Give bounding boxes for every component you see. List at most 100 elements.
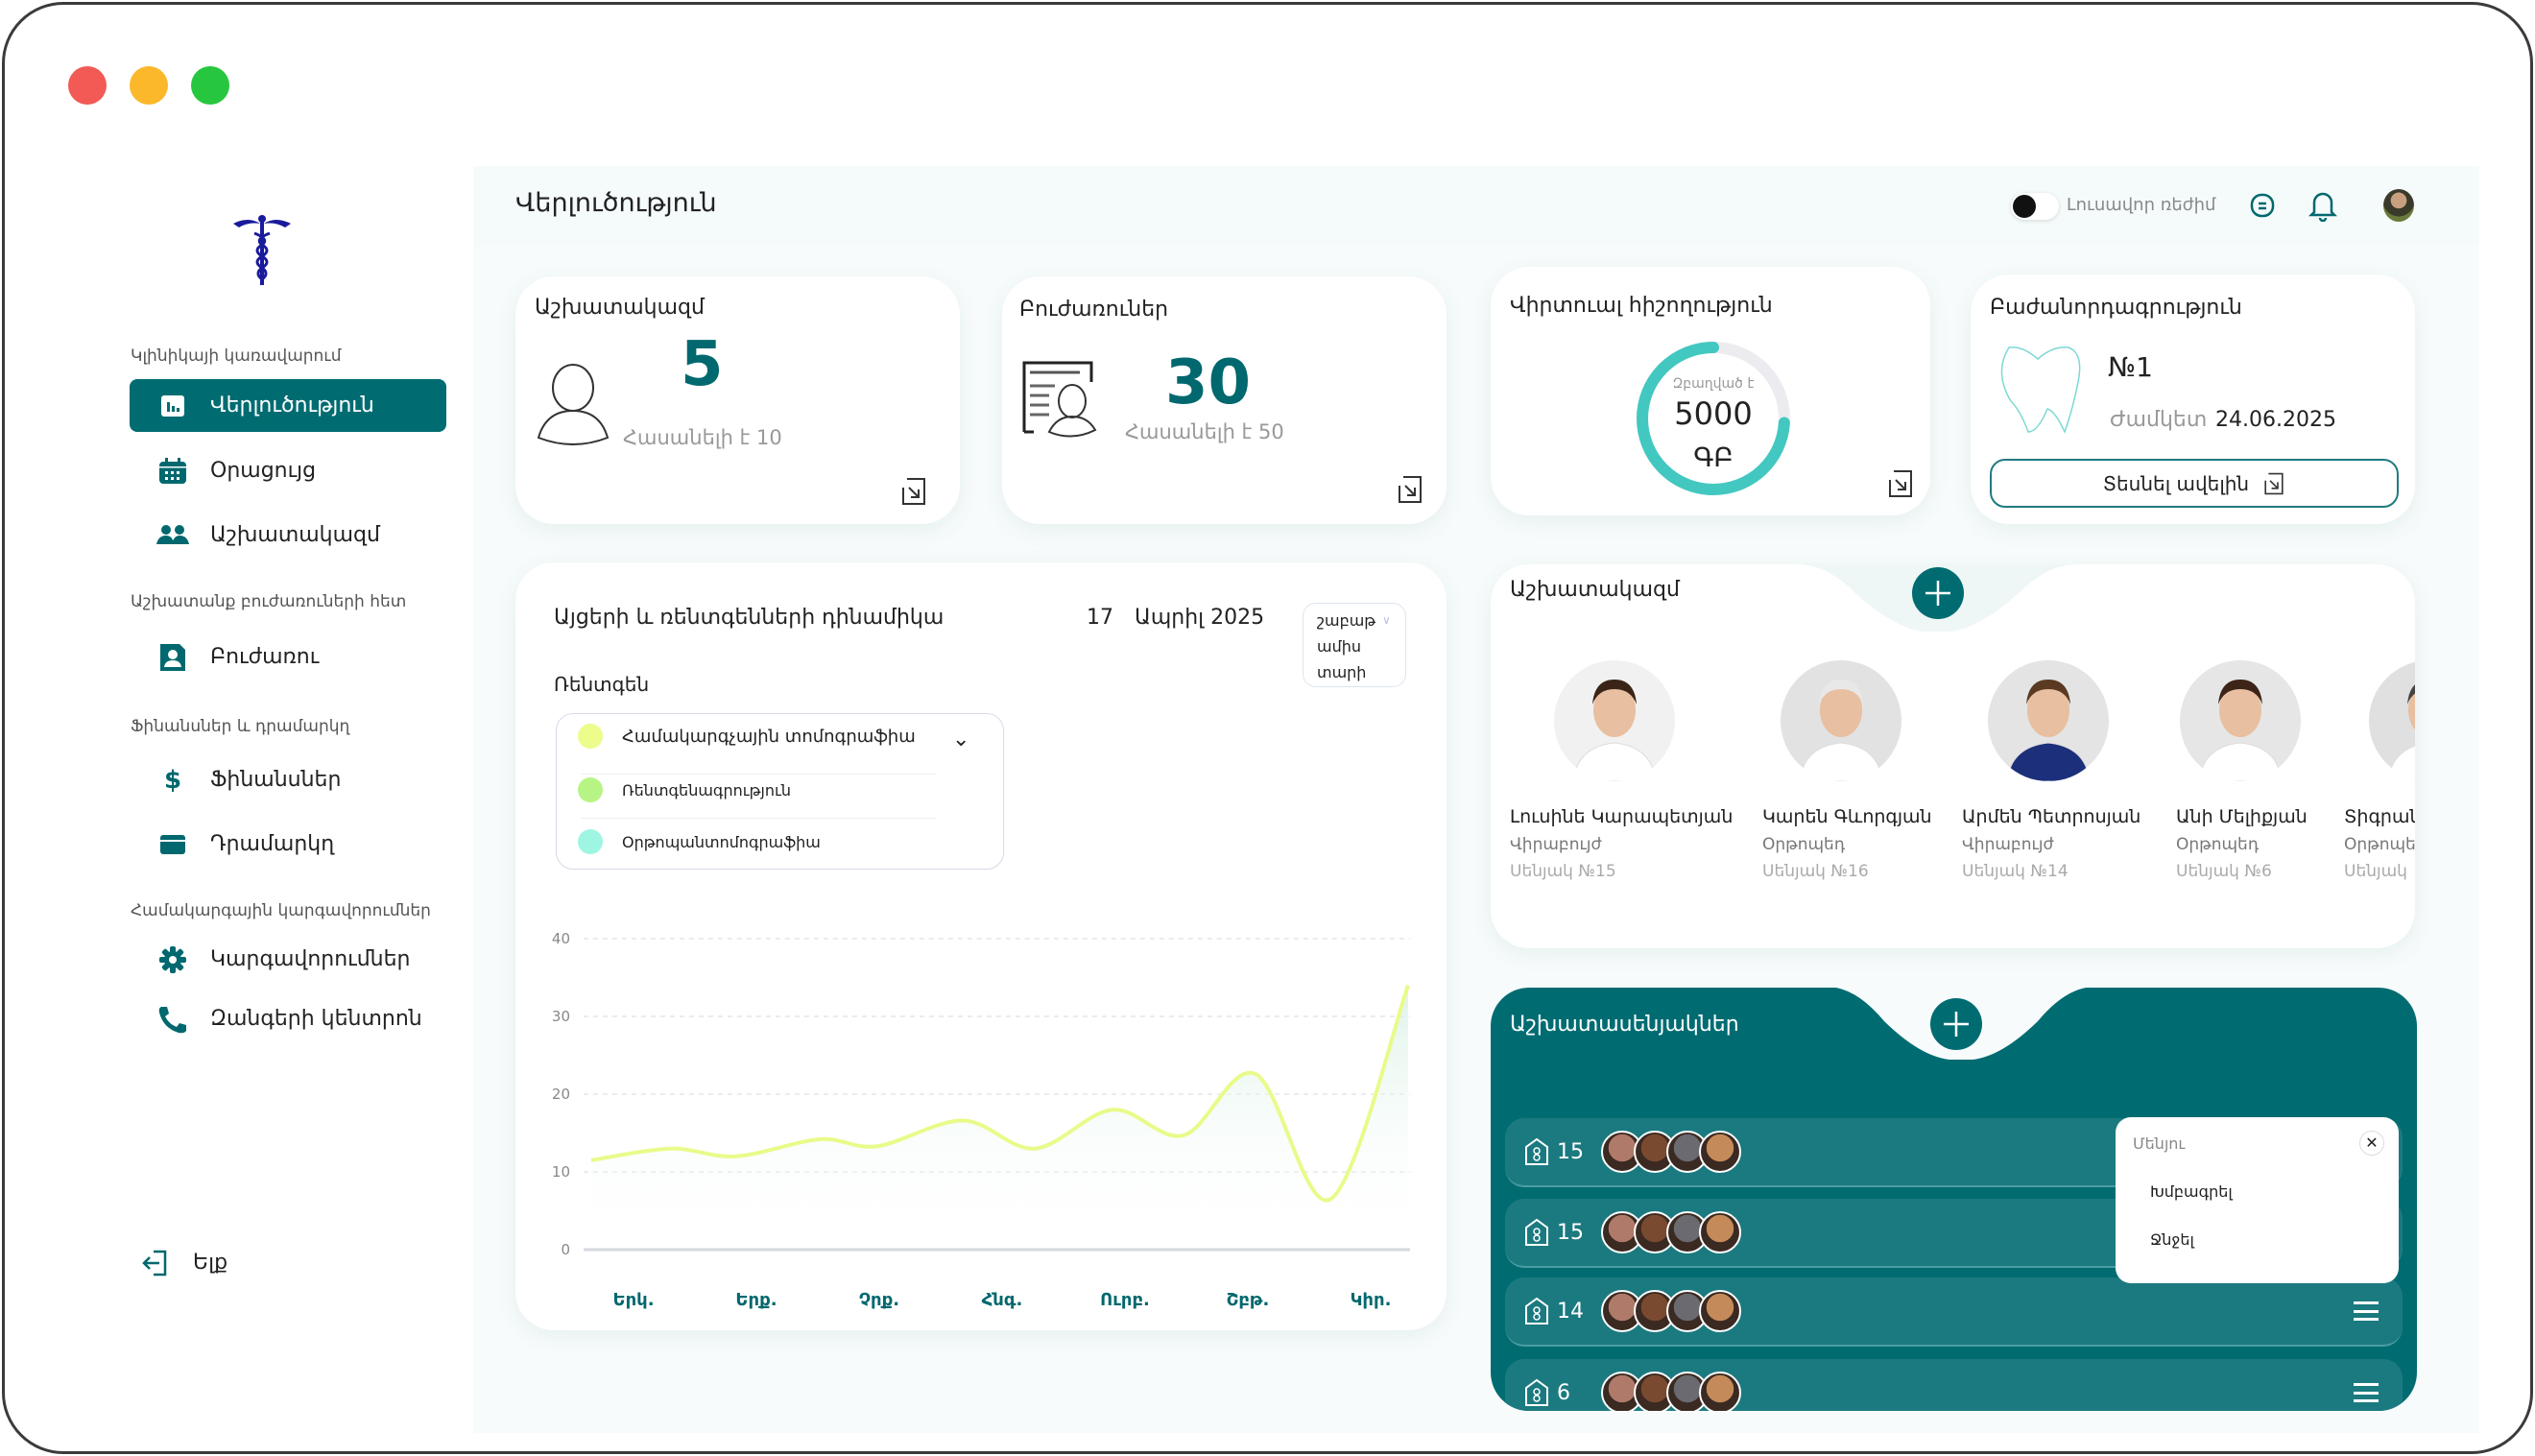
add-room-button[interactable]	[1930, 998, 1982, 1050]
sidebar-section-label: Աշխատանք բուժառուների հետ	[131, 592, 407, 611]
sidebar-item[interactable]: Բուժառու	[130, 631, 446, 683]
sidebar-item[interactable]: $ Ֆինանսներ	[130, 753, 446, 806]
y-tick-label: 20	[552, 1086, 570, 1103]
x-tick-label: Կիր.	[1351, 1290, 1392, 1310]
minimize-window-button[interactable]	[130, 66, 168, 105]
xray-type-dropdown[interactable]: Համակարգչային տոմոգրաֆիա ⌄ Ռենտգենագրութ…	[556, 713, 1004, 870]
period-option-month[interactable]: ամիս	[1317, 637, 1362, 656]
filter-label: Ռենտգեն	[554, 673, 650, 696]
sidebar-item-label: Ֆինանսներ	[210, 768, 342, 792]
y-tick-label: 0	[561, 1241, 570, 1258]
dynamics-chart: 0 10 20 30 40 Երկ. Երք. Չրք. Հնգ. Ուրբ. Շբթ. Կիր.	[552, 930, 1410, 1310]
patient-record-icon	[1018, 359, 1101, 442]
x-tick-label: Շբթ.	[1227, 1290, 1270, 1310]
chat-icon[interactable]	[2249, 191, 2278, 224]
users-icon	[156, 521, 189, 550]
calendar-icon	[156, 457, 189, 486]
logout-icon	[139, 1249, 172, 1277]
expand-icon[interactable]	[899, 476, 928, 507]
x-tick-label: Ուրբ.	[1100, 1290, 1150, 1310]
expand-icon[interactable]	[1886, 468, 1915, 499]
memory-donut	[1637, 342, 1790, 495]
header	[473, 166, 2479, 245]
see-more-button[interactable]: Տեսնել ավելին	[1990, 459, 2399, 508]
tooth-icon	[1990, 344, 2086, 440]
patients-count-card: Բուժառուներ 30 Հասանելի է 50	[1002, 276, 1447, 524]
sidebar-item[interactable]: Աշխատակազմ	[130, 509, 446, 561]
staff-avatar[interactable]	[1988, 660, 2109, 781]
staff-room: Սենյակ №6	[2176, 862, 2272, 881]
page-title: Վերլուծություն	[515, 188, 717, 218]
staff-role: Վիրաբույժ	[1962, 835, 2054, 854]
room-row[interactable]: 14	[1505, 1277, 2403, 1347]
staff-room: Սենյակ	[2344, 862, 2407, 881]
staff-avatar[interactable]	[1781, 660, 1901, 781]
rooms-panel-title: Աշխատասենյակներ	[1510, 1013, 1739, 1037]
patients-available: Հասանելի է 50	[1125, 420, 1284, 443]
date-month-year[interactable]: Ապրիլ 2025	[1135, 606, 1265, 630]
period-select[interactable]: շաբաթ ամիս տարի ∨	[1303, 603, 1406, 687]
menu-item-edit[interactable]: Խմբագրել	[2150, 1182, 2233, 1201]
period-option-week[interactable]: շաբաթ	[1317, 611, 1376, 630]
logout-button[interactable]: Ելք	[130, 1236, 446, 1289]
staff-name: Տիգրան	[2344, 806, 2415, 827]
legend-item-opg[interactable]: Օրթոպանտոմոգրաֆիա	[578, 829, 821, 854]
bell-icon[interactable]	[2308, 189, 2338, 226]
term-date: 24.06.2025	[2215, 408, 2336, 432]
door-icon	[1525, 1218, 1548, 1246]
staff-role: Օրթոպեդ	[2176, 835, 2260, 854]
sidebar-item[interactable]: Օրացույց	[130, 444, 446, 497]
member-avatar	[1699, 1131, 1741, 1173]
card-title: Աշխատակազմ	[535, 296, 705, 320]
menu-item-delete[interactable]: Ջնջել	[2150, 1230, 2194, 1249]
room-number: 15	[1557, 1139, 1584, 1164]
date-day[interactable]: 17	[1087, 606, 1113, 630]
sidebar-section-label: Կլինիկայի կառավարում	[131, 346, 342, 366]
term-label: Ժամկետ	[2110, 408, 2208, 432]
virtual-memory-card: Վիրտուալ հիշողություն Զբաղված է 5000 ԳԲ	[1491, 267, 1930, 515]
sidebar-item[interactable]: Վերլուծություն	[130, 379, 446, 432]
staff-avatar[interactable]	[1554, 660, 1675, 781]
staff-room: Սենյակ №15	[1510, 862, 1616, 881]
close-window-button[interactable]	[68, 66, 107, 105]
sidebar-item-label: Կարգավորումներ	[210, 947, 411, 971]
sidebar-item[interactable]: Զանգերի կենտրոն	[130, 992, 446, 1045]
x-tick-label: Երկ.	[612, 1290, 654, 1310]
staff-room: Սենյակ №16	[1762, 862, 1869, 881]
phone-icon	[156, 1005, 189, 1034]
user-avatar[interactable]	[2383, 189, 2414, 222]
plus-icon	[1944, 1012, 1969, 1037]
sidebar-item-label: Դրամարկղ	[210, 832, 335, 856]
plan-number: №1	[2108, 351, 2153, 383]
staff-avatar[interactable]	[2369, 660, 2415, 781]
menu-icon[interactable]	[2354, 1383, 2379, 1402]
period-option-year[interactable]: տարի	[1317, 663, 1367, 681]
add-staff-button[interactable]	[1912, 567, 1964, 619]
member-avatar	[1699, 1290, 1741, 1332]
memory-unit: ԳԲ	[1693, 442, 1734, 473]
legend-item-radiography[interactable]: Ռենտգենագրություն	[578, 777, 791, 802]
card-title: Վիրտուալ հիշողություն	[1510, 294, 1773, 318]
door-icon	[1525, 1297, 1548, 1325]
menu-icon[interactable]	[2354, 1301, 2379, 1321]
legend-item-ct[interactable]: Համակարգչային տոմոգրաֆիա	[578, 724, 916, 749]
expand-icon[interactable]	[1396, 474, 1424, 505]
chart-title: Այցերի և ռենտգենների դինամիկա	[554, 606, 945, 630]
staff-role: Օրթոպեդ	[1762, 835, 1846, 854]
patients-count-value: 30	[1165, 347, 1252, 418]
close-icon[interactable]: ✕	[2359, 1131, 2384, 1156]
staff-count-value: 5	[681, 329, 724, 400]
room-number: 6	[1557, 1380, 1570, 1405]
staff-avatar[interactable]	[2180, 660, 2301, 781]
sidebar-item[interactable]: Կարգավորումներ	[130, 933, 446, 986]
sidebar-item-label: Վերլուծություն	[210, 394, 374, 418]
member-avatar	[1699, 1211, 1741, 1253]
staff-panel: Աշխատակազմ Լուսինե Կարապետյան Վիրաբույժ Սե…	[1491, 564, 2415, 948]
door-icon	[1525, 1137, 1548, 1165]
maximize-window-button[interactable]	[191, 66, 229, 105]
chevron-down-icon[interactable]: ⌄	[952, 728, 970, 752]
theme-toggle-label: Լուսավոր ռեժիմ	[2067, 195, 2216, 215]
sidebar-item[interactable]: Դրամարկղ	[130, 818, 446, 871]
room-row[interactable]: 6	[1505, 1359, 2403, 1411]
theme-toggle[interactable]	[2011, 193, 2059, 220]
